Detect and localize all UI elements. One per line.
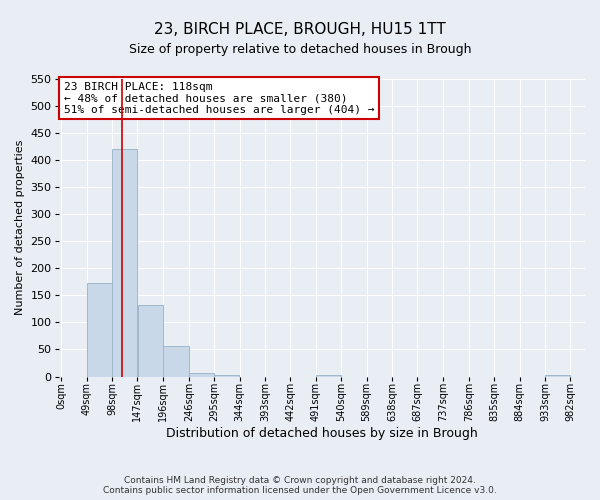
Y-axis label: Number of detached properties: Number of detached properties [15,140,25,316]
X-axis label: Distribution of detached houses by size in Brough: Distribution of detached houses by size … [166,427,478,440]
Bar [87,283,112,376]
Text: Contains HM Land Registry data © Crown copyright and database right 2024.: Contains HM Land Registry data © Crown c… [124,476,476,485]
Text: Size of property relative to detached houses in Brough: Size of property relative to detached ho… [129,42,471,56]
Bar [112,149,137,376]
Text: Contains public sector information licensed under the Open Government Licence v3: Contains public sector information licen… [103,486,497,495]
Text: 23 BIRCH PLACE: 118sqm
← 48% of detached houses are smaller (380)
51% of semi-de: 23 BIRCH PLACE: 118sqm ← 48% of detached… [64,82,374,115]
Bar [163,346,188,376]
Bar [138,304,163,376]
Text: 23, BIRCH PLACE, BROUGH, HU15 1TT: 23, BIRCH PLACE, BROUGH, HU15 1TT [154,22,446,38]
Bar [189,372,214,376]
